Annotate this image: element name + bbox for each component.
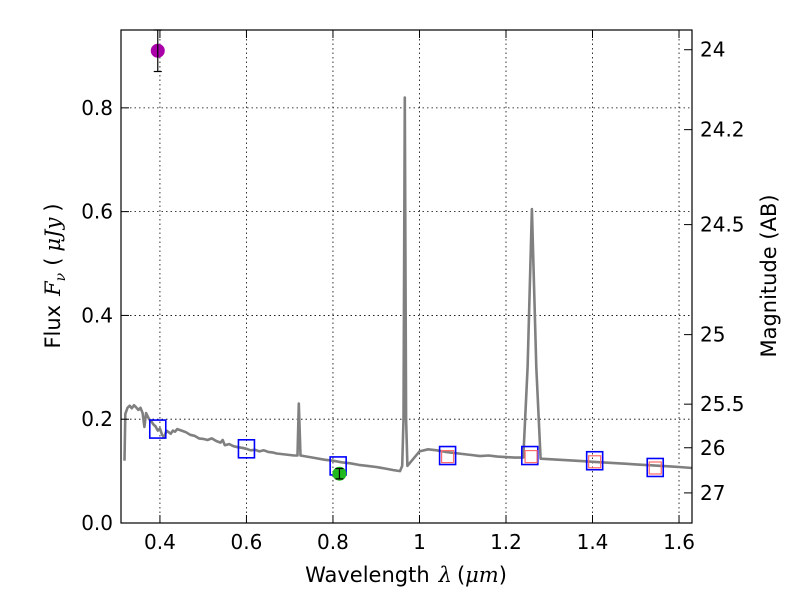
y-tick-label: 0.4 xyxy=(81,303,113,327)
observed-photometry-square xyxy=(588,455,602,469)
tick-labels: 0.4 0.6 0.8 1 1.2 1.4 1.6 0.0 0.2 0.4 0.6 0.8 24 24.2… xyxy=(81,38,744,554)
x-tick-label: 0.8 xyxy=(317,530,349,554)
y2-tick-label: 25 xyxy=(700,323,725,347)
observed-photometry-square xyxy=(440,449,455,464)
observed-photometry-square xyxy=(648,461,662,475)
x-tick-label: 1 xyxy=(413,530,426,554)
x-tick-label: 1.4 xyxy=(577,530,609,554)
series-layer xyxy=(123,29,693,481)
y-tick-label: 0.8 xyxy=(81,96,113,120)
y2-tick-label: 27 xyxy=(700,481,725,505)
y2-axis-label: Magnitude (AB) xyxy=(757,194,781,357)
spectrum-line xyxy=(123,96,693,473)
model-photometry-square xyxy=(237,438,256,459)
model-photometry-square xyxy=(585,450,604,471)
model-photometry-square xyxy=(438,445,457,466)
y2-tick-label: 24.2 xyxy=(700,118,745,142)
plot-frame xyxy=(120,29,693,524)
y-tick-label: 0.0 xyxy=(81,511,113,535)
x-tick-label: 0.6 xyxy=(231,530,263,554)
y-axis-label: FluxFν(μJy) xyxy=(41,203,69,348)
model-photometry-square xyxy=(520,445,539,466)
tick-marks xyxy=(121,30,692,524)
x-tick-label: 0.4 xyxy=(144,530,176,554)
model-photometry-square xyxy=(148,419,167,439)
y2-tick-label: 26 xyxy=(700,436,725,460)
y2-tick-label: 24.5 xyxy=(700,213,745,237)
observed-photometry-square xyxy=(524,449,538,464)
x-axis-label: Wavelength λ (μm) xyxy=(305,563,507,587)
model-photometry-square xyxy=(646,457,665,478)
x-tick-label: 1.2 xyxy=(490,530,522,554)
y2-tick-label: 24 xyxy=(700,38,725,62)
y2-tick-label: 25.5 xyxy=(700,392,745,416)
y-tick-label: 0.2 xyxy=(81,407,113,431)
y-tick-label: 0.6 xyxy=(81,200,113,224)
x-tick-label: 1.6 xyxy=(663,530,695,554)
